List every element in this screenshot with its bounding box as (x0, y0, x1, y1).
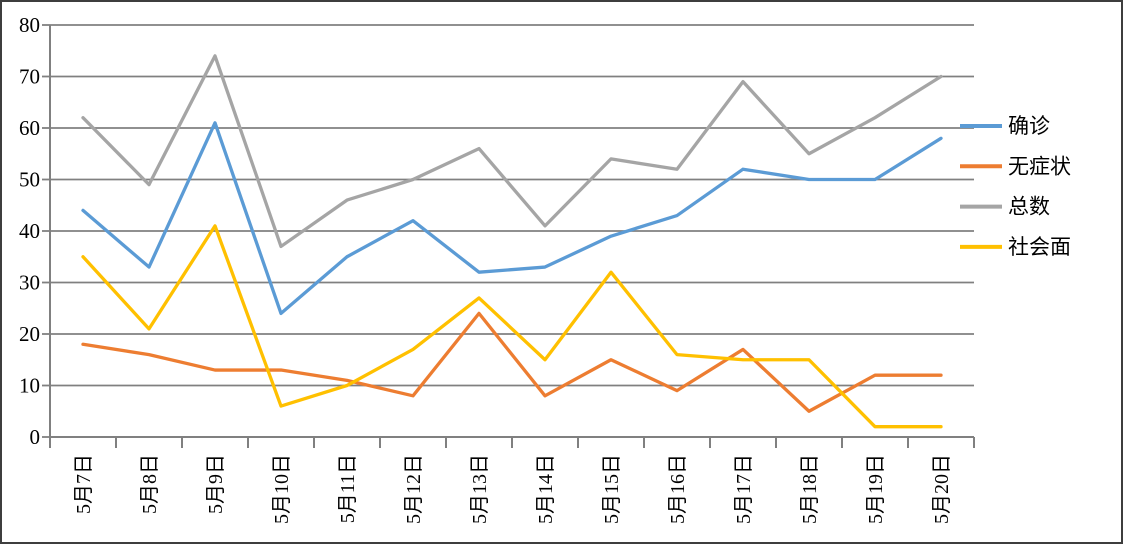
y-axis-label-40: 40 (19, 219, 40, 243)
y-axis-label-30: 30 (19, 271, 40, 295)
series-line-3-社会面 (81, 224, 943, 429)
x-axis-label-0: 5月7日 (73, 454, 95, 514)
x-axis-label-11: 5月18日 (799, 454, 821, 524)
y-axis-label-80: 80 (19, 13, 40, 37)
y-axis-label-0: 0 (30, 425, 41, 449)
y-axis-label-10: 10 (19, 374, 40, 398)
series-line-0-确诊 (81, 121, 943, 316)
legend-label-社会面: 社会面 (1008, 235, 1071, 259)
series-line-2-总数 (81, 54, 943, 249)
x-axis-label-10: 5月17日 (733, 454, 755, 524)
legend-label-确诊: 确诊 (1008, 114, 1050, 138)
y-axis-label-20: 20 (19, 322, 40, 346)
series-line-1-无症状 (81, 311, 943, 413)
y-axis-label-60: 60 (19, 116, 40, 140)
x-axis-label-9: 5月16日 (667, 454, 689, 524)
y-axis-label-70: 70 (19, 65, 40, 89)
x-axis-label-8: 5月15日 (601, 454, 623, 524)
x-axis-label-3: 5月10日 (271, 454, 293, 524)
legend-label-无症状: 无症状 (1008, 154, 1071, 178)
legend-label-总数: 总数 (1008, 195, 1050, 219)
x-axis-label-12: 5月19日 (865, 454, 887, 524)
x-axis-label-13: 5月20日 (931, 454, 953, 524)
x-axis-label-7: 5月14日 (535, 454, 557, 524)
x-axis-label-5: 5月12日 (403, 454, 425, 524)
x-axis-label-6: 5月13日 (469, 454, 491, 524)
x-axis-label-1: 5月8日 (139, 454, 161, 514)
x-axis-label-4: 5月11日 (337, 454, 359, 523)
x-axis-label-2: 5月9日 (205, 454, 227, 514)
y-axis-label-50: 50 (19, 168, 40, 192)
